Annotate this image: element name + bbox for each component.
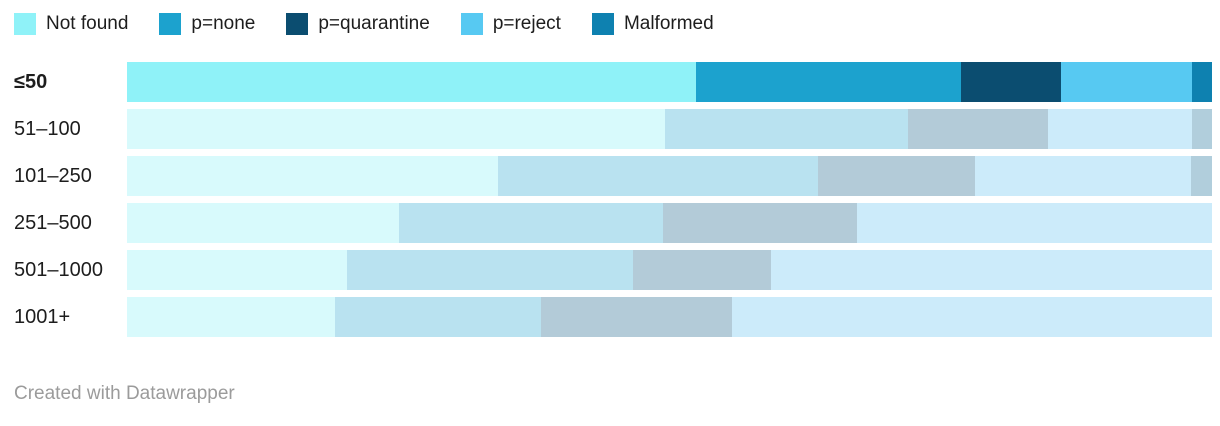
- bar-row-1001: 1001+: [0, 297, 1220, 337]
- row-label: 251–500: [14, 212, 92, 234]
- legend-item-p-none[interactable]: p=none: [159, 13, 255, 35]
- bar-chart-rows: ≤50 51–100 101–250 251–500 501–1000 1001+: [0, 62, 1220, 337]
- bar-segment-p-quarantine[interactable]: [541, 297, 733, 337]
- bar-segment-not-found[interactable]: [127, 297, 336, 337]
- bar-segment-p-reject[interactable]: [975, 156, 1192, 196]
- bar-segment-malformed[interactable]: [1192, 109, 1213, 149]
- bar-segment-p-reject[interactable]: [771, 250, 1212, 290]
- bar-segment-p-reject[interactable]: [1061, 62, 1193, 102]
- legend-item-p-reject[interactable]: p=reject: [460, 13, 561, 35]
- bar-row-50: ≤50: [0, 62, 1220, 102]
- row-label: 101–250: [14, 165, 92, 187]
- row-label: 1001+: [14, 306, 71, 328]
- bar-segment-p-quarantine[interactable]: [908, 109, 1049, 149]
- bar-segment-not-found[interactable]: [127, 250, 348, 290]
- bar-segment-malformed[interactable]: [1192, 62, 1212, 102]
- bar-segment-p-none[interactable]: [347, 250, 633, 290]
- legend-item-label: p=reject: [492, 13, 561, 34]
- legend-item-malformed[interactable]: Malformed: [591, 13, 714, 35]
- stacked-bar: [127, 297, 1212, 337]
- stacked-bar: [127, 62, 1212, 102]
- row-label: 501–1000: [14, 259, 103, 281]
- legend-item-label: p=none: [191, 13, 256, 34]
- row-label: 51–100: [14, 118, 81, 140]
- legend-swatch-icon: [591, 13, 614, 35]
- bar-segment-p-none[interactable]: [665, 109, 909, 149]
- bar-row-51-100: 51–100: [0, 109, 1220, 149]
- attribution: Created with Datawrapper: [14, 383, 1220, 405]
- stacked-bar: [127, 250, 1212, 290]
- legend: Not found p=none p=quarantine p=reject Malfo…: [0, 0, 1220, 35]
- legend-swatch-icon: [159, 13, 182, 35]
- bar-segment-p-none[interactable]: [399, 203, 663, 243]
- bar-segment-p-none[interactable]: [498, 156, 819, 196]
- stacked-bar: [127, 156, 1212, 196]
- bar-segment-p-quarantine[interactable]: [961, 62, 1062, 102]
- legend-item-label: Not found: [46, 13, 129, 34]
- bar-segment-malformed[interactable]: [1191, 156, 1212, 196]
- bar-segment-p-reject[interactable]: [1048, 109, 1193, 149]
- bar-segment-p-quarantine[interactable]: [632, 250, 772, 290]
- bar-segment-p-none[interactable]: [335, 297, 542, 337]
- stacked-bar: [127, 203, 1212, 243]
- bar-row-101-250: 101–250: [0, 156, 1220, 196]
- bar-segment-p-quarantine[interactable]: [818, 156, 976, 196]
- bar-segment-not-found[interactable]: [127, 203, 400, 243]
- bar-segment-p-reject[interactable]: [732, 297, 1212, 337]
- legend-item-label: p=quarantine: [318, 13, 430, 34]
- legend-swatch-icon: [460, 13, 483, 35]
- legend-item-label: Malformed: [623, 13, 714, 34]
- legend-item-p-quarantine[interactable]: p=quarantine: [286, 13, 430, 35]
- row-label: ≤50: [14, 71, 48, 93]
- legend-swatch-icon: [14, 13, 36, 35]
- legend-swatch-icon: [286, 13, 309, 35]
- bar-row-501-1000: 501–1000: [0, 250, 1220, 290]
- bar-segment-p-reject[interactable]: [857, 203, 1212, 243]
- bar-segment-not-found[interactable]: [127, 62, 696, 102]
- bar-segment-not-found[interactable]: [127, 156, 499, 196]
- attribution-text: Created with Datawrapper: [14, 383, 235, 404]
- legend-item-not-found[interactable]: Not found: [14, 13, 128, 35]
- bar-segment-p-quarantine[interactable]: [662, 203, 858, 243]
- bar-segment-not-found[interactable]: [127, 109, 666, 149]
- stacked-bar: [127, 109, 1213, 149]
- bar-row-251-500: 251–500: [0, 203, 1220, 243]
- bar-segment-p-none[interactable]: [695, 62, 962, 102]
